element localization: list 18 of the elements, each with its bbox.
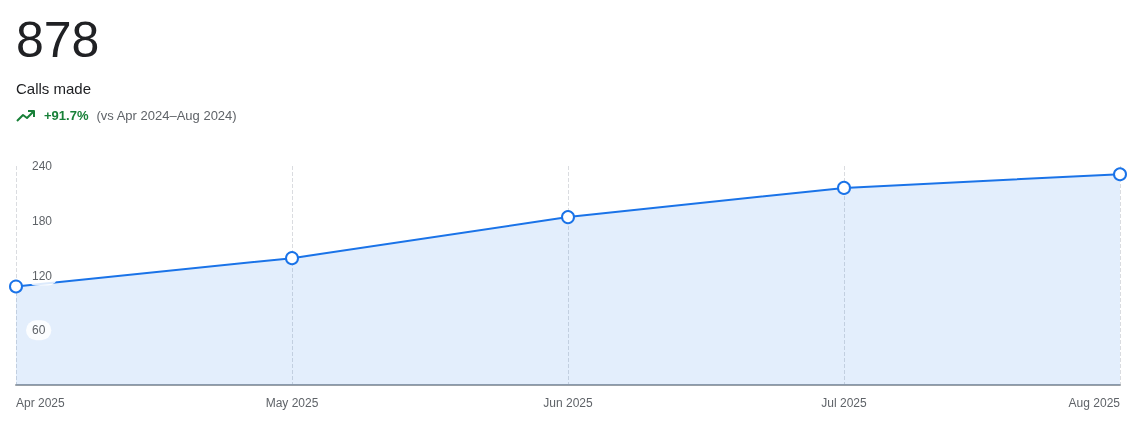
y-tick-label: 240 xyxy=(32,159,53,173)
y-tick-label: 60 xyxy=(32,323,46,338)
text: +91.7% xyxy=(44,108,89,123)
x-tick-label: Aug 2025 xyxy=(1068,396,1121,410)
text: (vs Apr 2024–Aug 2024) xyxy=(96,108,237,123)
y-tick-label: 180 xyxy=(32,213,53,228)
x-tick-label: Apr 2025 xyxy=(16,396,66,410)
point xyxy=(9,279,23,294)
point xyxy=(1113,167,1127,182)
y-tick-label: 120 xyxy=(32,268,53,283)
x-tick-label: May 2025 xyxy=(265,396,319,410)
x-tick-label: Jun 2025 xyxy=(543,396,594,410)
point xyxy=(561,210,575,225)
point xyxy=(837,180,851,195)
chart-subtitle: Calls made xyxy=(16,80,92,97)
point xyxy=(285,251,299,266)
chart-title: 878 xyxy=(16,11,100,70)
x-tick-label: Jul 2025 xyxy=(821,396,868,410)
